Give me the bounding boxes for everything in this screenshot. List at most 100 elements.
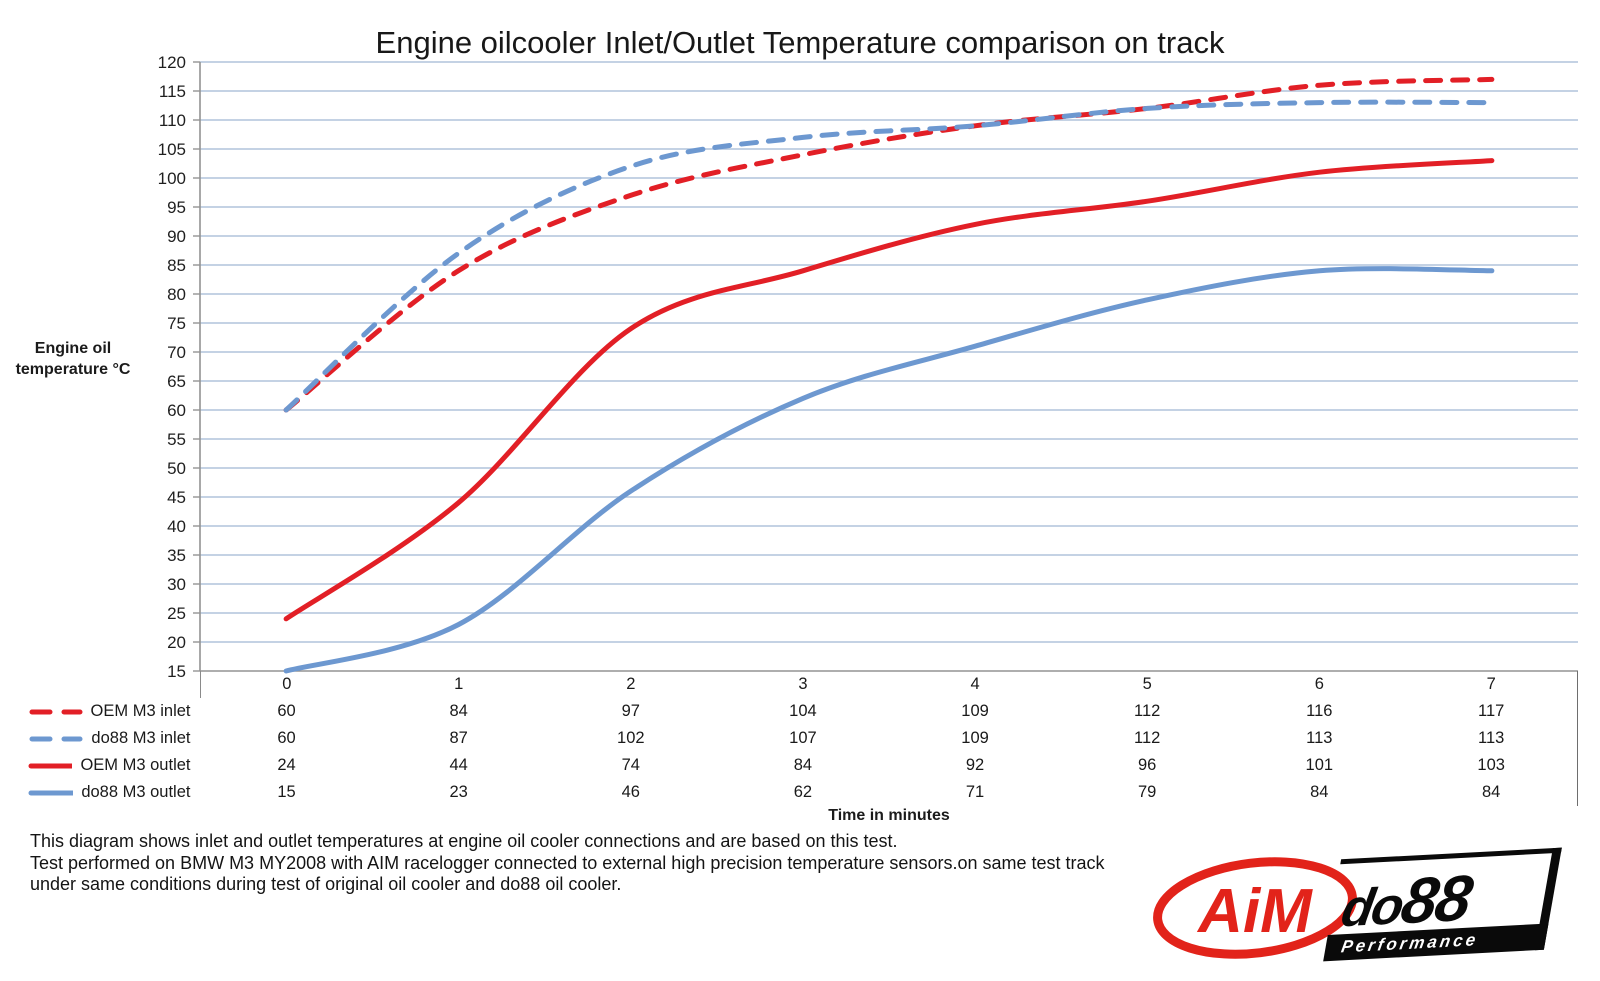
table-cell: 101 — [1305, 756, 1334, 774]
legend-cell: OEM M3 inlet — [28, 698, 201, 725]
table-cell: 116 — [1306, 702, 1333, 720]
y-tick-label: 90 — [167, 227, 186, 246]
line-chart-plot-area: 15 20 25 30 35 40 45 50 55 60 65 70 75 80 85 90 95 100 105… — [158, 53, 1578, 680]
table-cell: 84 — [1405, 779, 1579, 806]
y-tick-label: 55 — [167, 430, 186, 449]
do88-logo-88: 88 — [1396, 861, 1477, 938]
table-cell: 62 — [793, 783, 813, 801]
legend-cell: do88 M3 outlet — [28, 779, 201, 806]
table-cell: 60 — [277, 702, 296, 720]
table-cell: 102 — [617, 729, 645, 747]
legend-key-solid — [28, 763, 73, 768]
y-tick-label: 45 — [167, 488, 186, 507]
table-cell: 109 — [961, 729, 989, 747]
series-line-do88-m3-outlet — [283, 266, 1495, 674]
legend-key-dashed — [29, 709, 83, 714]
x-tick-label: 1 — [454, 675, 464, 693]
chart-title: Engine oilcooler Inlet/Outlet Temperatur… — [375, 24, 1225, 60]
legend-label: OEM M3 inlet — [90, 702, 191, 720]
y-tick-label: 20 — [167, 633, 186, 652]
y-tick-label: 105 — [158, 140, 186, 159]
table-cell: 84 — [449, 702, 468, 720]
table-cell: 60 — [277, 729, 296, 747]
table-cell: 113 — [1405, 725, 1579, 752]
legend-cell: do88 M3 inlet — [28, 725, 201, 752]
y-tick-label: 70 — [167, 343, 186, 362]
table-row: do88 M3 inlet 60 87 102 107 109 112 113 113 — [28, 725, 1579, 752]
footer-line-3: under same conditions during test of ori… — [30, 874, 622, 894]
legend-label: do88 M3 inlet — [91, 729, 191, 747]
do88-logo-text: do88 — [1337, 861, 1476, 939]
table-cell: 92 — [965, 756, 985, 774]
y-axis-title: Engine oil temperature °C — [15, 340, 131, 378]
y-tick-label: 25 — [167, 604, 186, 623]
table-cell: 71 — [965, 783, 985, 801]
y-tick-label: 110 — [159, 111, 186, 130]
x-tick-label: 0 — [199, 671, 373, 698]
aim-logo: AiM — [1153, 857, 1357, 959]
y-tick-label: 15 — [167, 662, 186, 680]
y-tick-label: 60 — [167, 401, 186, 420]
table-row: do88 M3 outlet 15 23 46 62 71 79 84 84 — [28, 779, 1579, 806]
table-cell: 23 — [449, 783, 468, 801]
x-tick-label: 7 — [1405, 671, 1579, 698]
data-table: 0 1 2 3 4 5 6 7 OEM M3 inlet 60 84 97 104 109 112 116 11… — [28, 671, 1579, 806]
table-cell: 15 — [277, 783, 296, 801]
y-tick-label: 40 — [167, 517, 186, 536]
table-cell: 109 — [961, 702, 989, 720]
y-tick-label: 100 — [158, 169, 186, 188]
table-cell: 107 — [789, 729, 817, 747]
table-cell: 84 — [1310, 783, 1329, 801]
table-row: OEM M3 outlet 24 44 74 84 92 96 101 103 — [28, 752, 1579, 779]
table-cell: 96 — [1138, 756, 1157, 774]
legend-label: OEM M3 outlet — [80, 756, 191, 774]
footer-text: This diagram shows inlet and outlet temp… — [30, 831, 1105, 896]
legend-key-solid — [28, 790, 74, 795]
do88-logo: do88 Performance — [1323, 847, 1562, 962]
do88-logo-do: do — [1337, 876, 1407, 939]
y-tick-label: 85 — [167, 256, 186, 275]
aim-logo-text: AiM — [1196, 877, 1313, 946]
table-cell: 24 — [277, 756, 296, 774]
table-cell: 84 — [793, 756, 813, 774]
legend-header-blank-cell — [28, 671, 201, 698]
x-tick-label: 6 — [1314, 675, 1324, 693]
footer-line-2: Test performed on BMW M3 MY2008 with AIM… — [30, 852, 1105, 873]
table-cell: 46 — [621, 783, 640, 801]
table-cell: 97 — [621, 702, 640, 720]
x-tick-label: 4 — [970, 675, 980, 693]
series-line-do88-m3-inlet — [283, 99, 1495, 413]
aim-logo-ellipse — [1153, 857, 1357, 959]
y-tick-label: 80 — [167, 285, 186, 304]
y-tick-label: 120 — [158, 53, 186, 72]
table-cell: 87 — [449, 729, 468, 747]
series-line-oem-m3-inlet — [283, 76, 1495, 413]
y-tick-label: 95 — [167, 198, 186, 217]
footer-line-1: This diagram shows inlet and outlet temp… — [30, 831, 898, 851]
table-cell: 113 — [1306, 729, 1333, 747]
x-tick-label: 2 — [626, 675, 636, 693]
table-cell: 112 — [1134, 702, 1161, 720]
table-cell: 74 — [621, 756, 640, 774]
x-axis-header-row: 0 1 2 3 4 5 6 7 — [28, 671, 1579, 698]
legend-label: do88 M3 outlet — [81, 783, 191, 801]
x-axis-title: Time in minutes — [828, 807, 950, 824]
x-tick-label: 5 — [1142, 675, 1152, 693]
legend-cell: OEM M3 outlet — [28, 752, 201, 779]
y-tick-label: 35 — [167, 546, 186, 565]
table-row: OEM M3 inlet 60 84 97 104 109 112 116 117 — [28, 698, 1579, 725]
x-tick-label: 3 — [798, 675, 808, 693]
table-cell: 104 — [789, 702, 817, 720]
y-tick-label: 75 — [167, 314, 186, 333]
table-cell: 117 — [1405, 698, 1579, 725]
table-cell: 103 — [1405, 752, 1579, 779]
table-cell: 79 — [1138, 783, 1157, 801]
legend-key-dashed — [29, 736, 83, 741]
y-tick-label: 30 — [167, 575, 186, 594]
series-line-oem-m3-outlet — [283, 158, 1495, 622]
table-cell: 44 — [449, 756, 468, 774]
y-tick-label: 115 — [159, 82, 186, 101]
y-tick-label: 65 — [167, 372, 186, 391]
table-cell: 112 — [1134, 729, 1161, 747]
y-tick-label: 50 — [167, 459, 186, 478]
